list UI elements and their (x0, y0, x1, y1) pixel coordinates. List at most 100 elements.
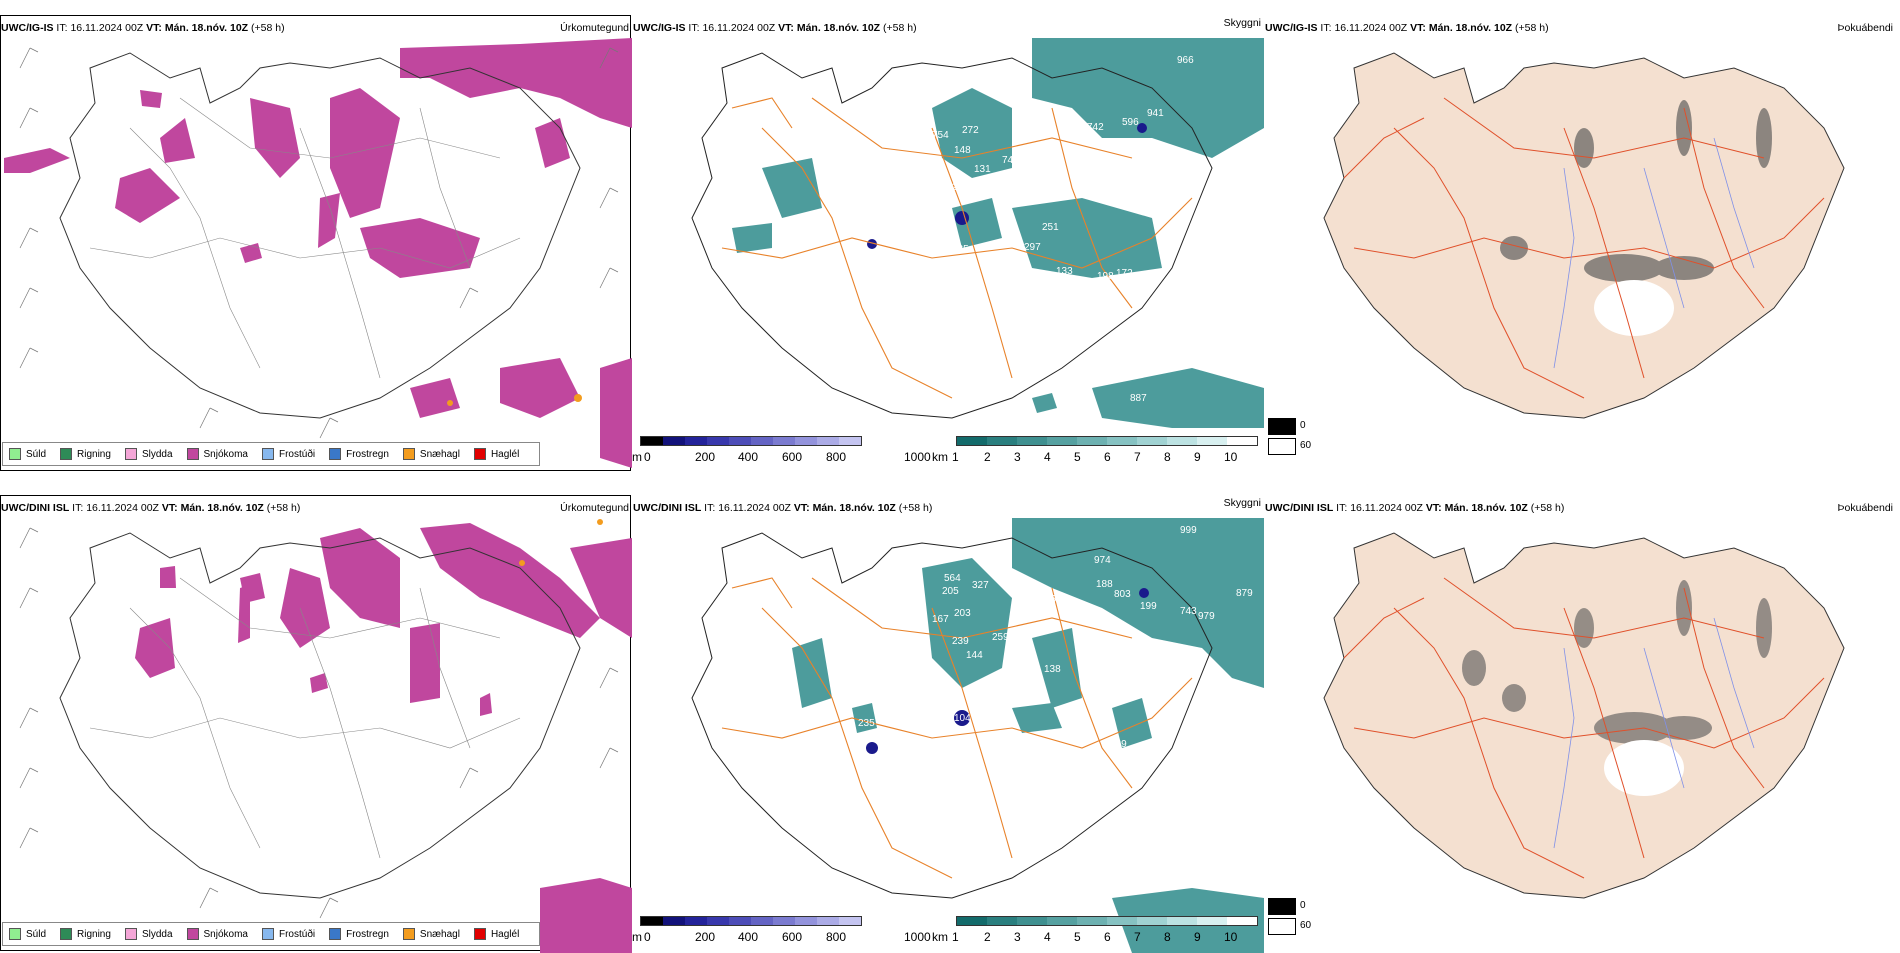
it-value: 16.11.2024 00Z (718, 502, 791, 514)
lead-time: (+58 h) (266, 502, 301, 514)
lead-time: (+58 h) (1515, 22, 1549, 34)
roads (721, 97, 1193, 399)
vis-tick: 3 (1014, 930, 1021, 944)
height-tick: 400 (738, 450, 759, 464)
vis-tick: 8 (1164, 930, 1171, 944)
vis-label: 223 (1014, 271, 1031, 282)
fog-legend-swatch-60 (1268, 918, 1296, 935)
vis-label: 596 (1122, 117, 1139, 128)
vt-label: VT: (161, 502, 178, 514)
legend-item-rigning: Rigning (60, 448, 111, 460)
panel-frame (0, 15, 631, 471)
fog-legend-swatch-0 (1268, 898, 1296, 915)
model-name: UWC/IG-IS (633, 22, 686, 34)
panel-header: UWC/DINI ISL IT: 16.11.2024 00Z VT: Mán.… (633, 497, 1263, 516)
vt-value: Mán. 18.nóv. 10Z (164, 22, 249, 34)
panel-header: UWC/DINI ISL IT: 16.11.2024 00Z VT: Mán.… (1265, 502, 1895, 516)
panel-title: Skyggni (1223, 497, 1261, 509)
legend-item-snaehagl: Snæhagl (402, 448, 460, 460)
legend-item-snjokoma: Snjókoma (186, 448, 248, 460)
vis-label: 879 (1236, 588, 1253, 599)
vis-label: 941 (1147, 108, 1164, 119)
model-name: UWC/IG-IS (1265, 22, 1318, 34)
vis-tick: 2 (984, 930, 991, 944)
vis-label: 974 (1094, 555, 1111, 566)
height-tick: 200 (695, 450, 716, 464)
coastline (691, 52, 1213, 419)
visibility-panel-1: UWC/IG-IS IT: 16.11.2024 00Z VT: Mán. 18… (632, 8, 1264, 473)
vis-label: 138 (1044, 664, 1061, 675)
height-tick: 800 (826, 450, 847, 464)
lead-time: (+58 h) (251, 22, 285, 34)
vis-label: 135 (952, 244, 969, 255)
vis-label: 738 (994, 564, 1011, 575)
vis-tick: 9 (1194, 450, 1201, 464)
vis-label: 754 (932, 130, 949, 141)
vis-tick: 1 (952, 930, 959, 944)
vis-label: 569 (1177, 172, 1194, 183)
vis-tick: 5 (1074, 930, 1081, 944)
model-name: UWC/DINI ISL (633, 502, 702, 514)
vis-label: 172 (1116, 268, 1133, 279)
precip-type-panel-2: UWC/DINI ISL IT: 16.11.2024 00Z VT: Mán.… (0, 488, 632, 953)
legend-item-sold: Súld (9, 448, 46, 460)
panel-title: Þokuábendi (1837, 22, 1893, 34)
visibility-map: 999 974 738 564 205 327 866 188 803 199 … (691, 518, 1264, 953)
legend-item-frostudi: Frostúði (261, 448, 315, 460)
vis-tick: 4 (1044, 450, 1051, 464)
precip-legend: Súld Rigning Slydda Snjókoma Frostúði Fr… (2, 442, 541, 466)
visibility-map: 754 272 148 740 742 966 941 596 569 254 … (691, 38, 1264, 428)
vis-label: 144 (966, 650, 983, 661)
vis-label: 272 (962, 125, 979, 136)
height-tick: 0 (644, 450, 651, 464)
vis-tick: 10 (1224, 450, 1238, 464)
vt-label: VT: (146, 22, 162, 34)
fog-panel-1: UWC/IG-IS IT: 16.11.2024 00Z VT: Mán. 18… (1264, 8, 1896, 473)
roads (89, 97, 521, 379)
vis-tick: 8 (1164, 450, 1171, 464)
lead-time: (+58 h) (1530, 502, 1565, 514)
vt-label: VT: (1410, 22, 1426, 34)
vis-label: 979 (1198, 611, 1215, 622)
panel-header: UWC/IG-IS IT: 16.11.2024 00Z VT: Mán. 18… (633, 17, 1263, 36)
fog-panel-2: UWC/DINI ISL IT: 16.11.2024 00Z VT: Mán.… (1264, 488, 1896, 953)
panel-title: Þokuábendi (1837, 502, 1893, 514)
height-tick: 600 (782, 930, 803, 944)
it-value: 16.11.2024 00Z (70, 22, 144, 34)
fog-legend-label: 60 (1300, 920, 1312, 931)
legend-item-rigning: Rigning (60, 928, 111, 940)
vis-label: 327 (972, 580, 989, 591)
fog-legend-swatch-60 (1268, 438, 1296, 455)
it-value: 16.11.2024 00Z (86, 502, 159, 514)
lead-time: (+58 h) (898, 502, 933, 514)
vis-tick: 5 (1074, 450, 1081, 464)
legend-item-sold: Súld (9, 928, 46, 940)
snow-areas (4, 38, 632, 468)
vis-label: 259 (992, 632, 1009, 643)
visibility-labels: 754 272 148 740 742 966 941 596 569 254 … (864, 55, 1194, 404)
vt-value: Mán. 18.nóv. 10Z (180, 502, 264, 514)
legend-item-frostudi: Frostúði (261, 928, 315, 940)
it-value: 16.11.2024 00Z (702, 22, 776, 34)
height-tick: 400 (738, 930, 759, 944)
vis-label: 188 (1096, 579, 1113, 590)
vis-tick: 9 (1194, 930, 1201, 944)
model-name: UWC/DINI ISL (1, 502, 70, 514)
vis-label: 203 (954, 608, 971, 619)
vis-label: 999 (1180, 525, 1197, 536)
vis-label: 199 (1140, 601, 1157, 612)
visibility-labels: 999 974 738 564 205 327 866 188 803 199 … (858, 525, 1253, 750)
panel-title: Skyggni (1223, 17, 1261, 29)
height-tick: 200 (695, 930, 716, 944)
height-tick: 1000 (904, 450, 931, 464)
model-name: UWC/IG-IS (1, 22, 54, 34)
vis-label: 158 (992, 732, 1009, 743)
vt-value: Mán. 18.nóv. 10Z (1444, 502, 1528, 514)
fog-legend-swatch-0 (1268, 418, 1296, 435)
panel-title: Úrkomutegund (560, 502, 629, 514)
vis-unit: km (932, 450, 948, 464)
panel-title: Úrkomutegund (560, 22, 629, 34)
vis-label: 251 (1042, 222, 1059, 233)
legend-item-haglel: Haglél (473, 448, 519, 460)
vis-unit: km (932, 930, 948, 944)
